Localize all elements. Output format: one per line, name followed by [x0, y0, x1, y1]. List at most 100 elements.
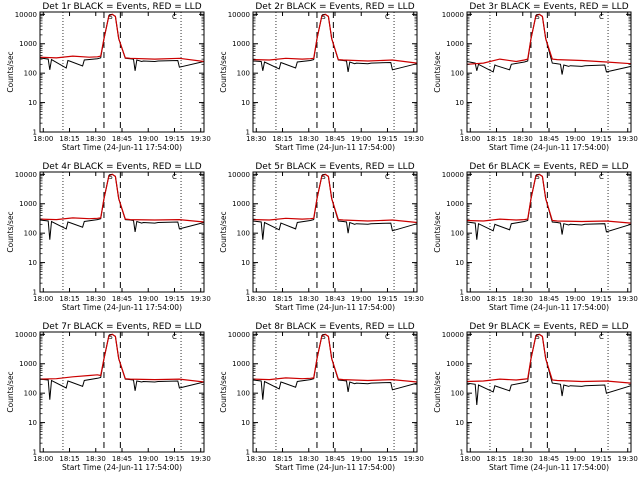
x-axis-label: Start Time (24-Jun-11 17:54:00) — [62, 143, 182, 152]
y-tick-label: 1 — [246, 129, 250, 137]
x-tick-label: 19:00 — [138, 135, 158, 143]
chart-title: Det 4r BLACK = Events, RED = LLD — [42, 162, 201, 172]
y-tick-label: 1 — [460, 449, 464, 457]
x-tick-label: 18:15 — [59, 295, 79, 303]
y-axis-label: Counts/sec — [219, 371, 228, 412]
y-tick-label: 10000 — [15, 171, 37, 179]
chart-panel-3: 1 10 100 1000 10000 18:00 18:15 18:30 18:45 19:00… — [433, 2, 638, 152]
plot-frame — [252, 331, 418, 453]
lld-series-line — [39, 173, 205, 223]
chart-title: Det 6r BLACK = Events, RED = LLD — [469, 162, 628, 172]
y-tick-label: 1000 — [19, 360, 37, 368]
y-tick-label: 10 — [28, 259, 37, 267]
lld-series-line — [252, 13, 418, 64]
x-tick-label: 19:15 — [377, 455, 397, 463]
y-tick-label: 1000 — [446, 40, 464, 48]
chart-title: Det 1r BLACK = Events, RED = LLD — [42, 2, 201, 12]
y-tick-label: 100 — [451, 70, 464, 78]
x-tick-label: 18:30 — [513, 295, 533, 303]
events-series-line — [252, 13, 418, 72]
y-axis-label: Counts/sec — [433, 211, 442, 252]
marker-label-c: C — [599, 173, 604, 181]
y-tick-label: 10000 — [15, 11, 37, 19]
y-axis-label: Counts/sec — [6, 371, 15, 412]
chart-title: Det 9r BLACK = Events, RED = LLD — [469, 322, 628, 332]
y-tick-label: 100 — [24, 230, 37, 238]
x-axis-label: Start Time (24-Jun-11 17:54:00) — [62, 463, 182, 472]
x-tick-label: 19:30 — [191, 135, 211, 143]
y-tick-label: 1 — [460, 289, 464, 297]
x-tick-label: 18:30 — [246, 295, 266, 303]
x-tick-label: 18:45 — [539, 295, 559, 303]
y-tick-label: 1000 — [446, 360, 464, 368]
x-tick-label: 19:30 — [191, 295, 211, 303]
plot-frame — [252, 171, 418, 293]
y-tick-label: 10 — [455, 259, 464, 267]
marker-label-s: S — [535, 173, 540, 181]
x-tick-label: 19:15 — [377, 295, 397, 303]
x-tick-label: 19:00 — [565, 455, 585, 463]
marker-label-c: C — [385, 173, 390, 181]
plot-frame — [39, 331, 205, 453]
y-tick-label: 10000 — [228, 11, 250, 19]
y-tick-label: 1000 — [232, 200, 250, 208]
y-tick-label: 10 — [241, 99, 250, 107]
x-tick-label: 18:00 — [460, 455, 480, 463]
lld-series-line — [39, 13, 205, 63]
y-tick-label: 10000 — [15, 331, 37, 339]
y-axis-label: Counts/sec — [219, 51, 228, 92]
y-axis-label: Counts/sec — [6, 211, 15, 252]
y-axis-label: Counts/sec — [219, 211, 228, 252]
x-tick-label: 19:30 — [618, 135, 638, 143]
x-tick-label: 18:43 — [325, 295, 345, 303]
x-tick-label: 19:15 — [164, 135, 184, 143]
x-tick-label: 18:15 — [486, 455, 506, 463]
events-series-line — [466, 173, 632, 240]
x-tick-label: 19:15 — [591, 135, 611, 143]
y-tick-label: 1000 — [232, 360, 250, 368]
x-tick-label: 18:45 — [112, 295, 132, 303]
x-tick-label: 19:15 — [164, 455, 184, 463]
y-tick-label: 100 — [451, 390, 464, 398]
marker-label-s: S — [321, 13, 326, 21]
x-tick-label: 19:15 — [591, 295, 611, 303]
x-tick-label: 19:30 — [404, 295, 424, 303]
x-tick-label: 18:30 — [246, 455, 266, 463]
lld-series-line — [39, 333, 205, 383]
y-tick-label: 10000 — [442, 11, 464, 19]
chart-panel-2: 1 10 100 1000 10000 18:30 18:15 18:30 18:45 19:00… — [219, 2, 424, 152]
y-tick-label: 10 — [241, 259, 250, 267]
y-tick-label: 1000 — [446, 200, 464, 208]
y-tick-label: 100 — [451, 230, 464, 238]
x-axis-label: Start Time (24-Jun-11 17:54:00) — [275, 303, 395, 312]
lld-series-line — [252, 173, 418, 224]
x-tick-label: 18:15 — [59, 135, 79, 143]
events-series-line — [252, 173, 418, 240]
y-tick-label: 10000 — [442, 331, 464, 339]
x-tick-label: 19:00 — [351, 295, 371, 303]
x-tick-label: 19:15 — [591, 455, 611, 463]
x-tick-label: 19:00 — [351, 455, 371, 463]
x-tick-label: 18:00 — [33, 135, 53, 143]
x-tick-label: 18:45 — [112, 135, 132, 143]
y-tick-label: 10000 — [228, 331, 250, 339]
y-tick-label: 1 — [33, 289, 37, 297]
x-tick-label: 18:30 — [513, 135, 533, 143]
marker-label-s: S — [535, 333, 540, 341]
x-tick-label: 18:30 — [86, 455, 106, 463]
chart-panel-9: 1 10 100 1000 10000 18:00 18:15 18:30 18:45 19:00… — [433, 322, 638, 472]
y-tick-label: 10000 — [442, 171, 464, 179]
x-tick-label: 18:00 — [460, 135, 480, 143]
x-tick-label: 18:00 — [460, 295, 480, 303]
x-tick-label: 19:30 — [618, 455, 638, 463]
x-axis-label: Start Time (24-Jun-11 17:54:00) — [489, 463, 609, 472]
x-tick-label: 18:30 — [513, 455, 533, 463]
x-tick-label: 18:30 — [299, 295, 319, 303]
x-axis-label: Start Time (24-Jun-11 17:54:00) — [275, 143, 395, 152]
y-axis-label: Counts/sec — [433, 51, 442, 92]
x-tick-label: 19:30 — [404, 135, 424, 143]
x-tick-label: 18:30 — [299, 455, 319, 463]
y-tick-label: 100 — [237, 230, 250, 238]
x-tick-label: 18:45 — [112, 455, 132, 463]
marker-label-s: S — [535, 13, 540, 21]
